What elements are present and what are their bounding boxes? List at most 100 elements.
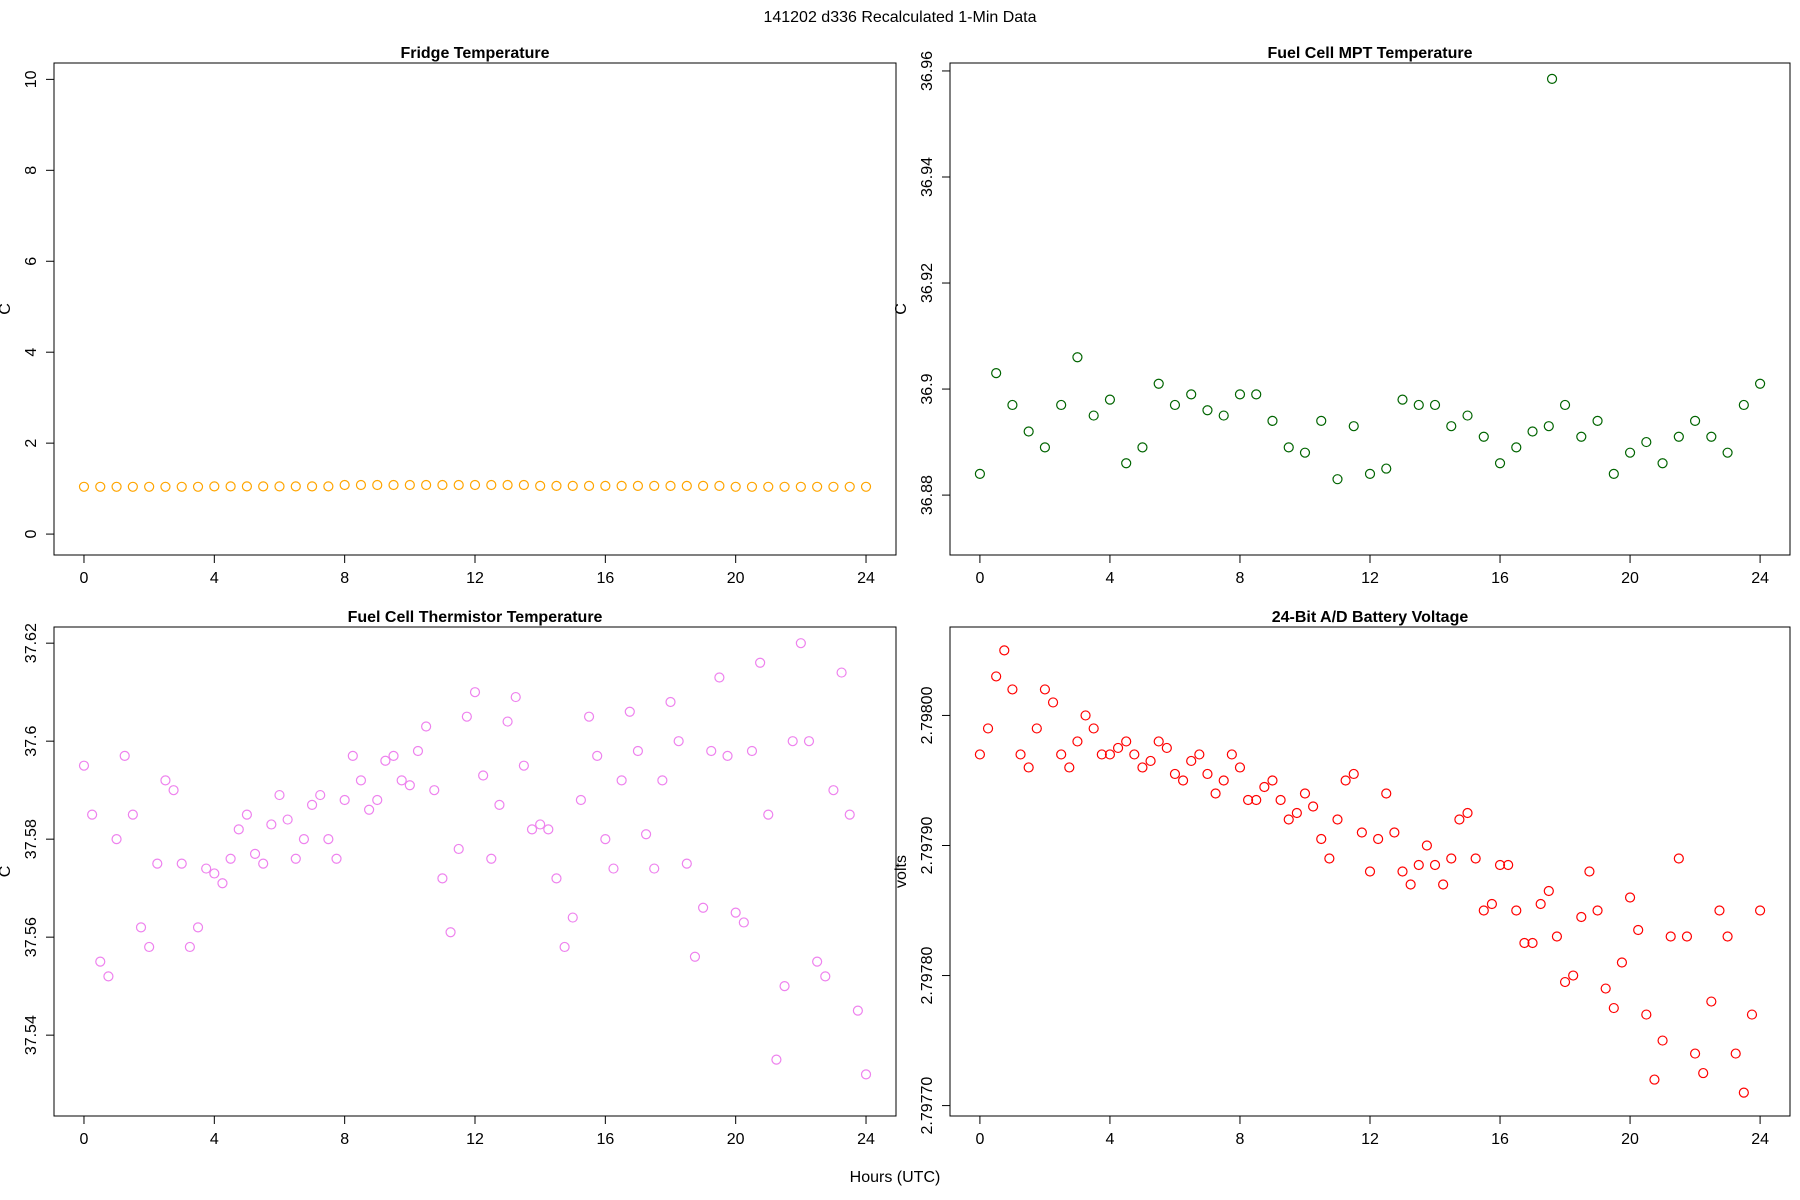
point: [1657, 1035, 1668, 1046]
y-tick-label: 2.79800: [919, 686, 936, 744]
point: [453, 479, 464, 491]
point: [1429, 399, 1441, 411]
point: [649, 480, 660, 491]
point: [1413, 399, 1424, 411]
point: [583, 711, 595, 722]
point: [551, 873, 562, 884]
point: [469, 479, 481, 491]
point: [1210, 788, 1221, 799]
point: [1665, 931, 1676, 942]
point: [388, 750, 399, 761]
y-tick-label: 36.94: [919, 157, 936, 197]
point: [1405, 879, 1416, 890]
y-tick-label: 36.9: [919, 373, 936, 404]
point: [1641, 436, 1652, 448]
point: [779, 981, 790, 992]
point: [478, 770, 489, 781]
point: [1364, 468, 1376, 479]
point: [632, 480, 644, 491]
point: [608, 863, 619, 874]
point: [697, 480, 709, 491]
point: [575, 794, 587, 806]
point: [233, 824, 244, 835]
point: [1592, 905, 1603, 916]
point: [1511, 442, 1522, 453]
point: [103, 971, 114, 982]
point: [95, 481, 106, 492]
point: [176, 858, 187, 869]
point: [526, 824, 538, 835]
point: [1186, 389, 1197, 400]
point: [559, 941, 570, 953]
x-tick-label: 16: [596, 1131, 614, 1148]
point: [339, 794, 350, 806]
point: [1088, 723, 1099, 734]
point: [600, 480, 611, 491]
point: [543, 824, 554, 835]
point: [1438, 879, 1449, 890]
point: [1584, 866, 1595, 877]
y-tick-label: 37.6: [23, 725, 40, 756]
point: [412, 745, 424, 757]
x-tick-label: 12: [1361, 1131, 1379, 1148]
y-tick-label: 37.58: [23, 819, 40, 859]
point: [1689, 415, 1701, 426]
point: [127, 481, 138, 492]
point: [1283, 814, 1294, 825]
point: [282, 814, 293, 825]
point: [1056, 749, 1067, 760]
point: [1746, 1009, 1758, 1020]
x-axis-label: Hours (UTC): [850, 1169, 941, 1186]
point: [323, 481, 334, 492]
x-tick-label: 12: [466, 1131, 484, 1148]
x-tick-label: 0: [975, 1131, 984, 1148]
point: [168, 785, 179, 796]
point: [730, 481, 741, 492]
point: [1754, 378, 1766, 389]
point: [1546, 73, 1558, 85]
point: [1478, 431, 1489, 442]
point: [421, 721, 432, 732]
point: [1503, 859, 1514, 871]
point: [404, 479, 415, 491]
point: [746, 481, 758, 492]
point: [315, 789, 326, 801]
point: [1381, 788, 1392, 799]
figure-title: 141202 d336 Recalculated 1-Min Data: [763, 9, 1036, 26]
point: [160, 481, 171, 492]
point: [1031, 723, 1042, 734]
point: [665, 696, 676, 708]
point: [298, 834, 310, 845]
point: [1039, 442, 1051, 453]
x-tick-label: 12: [1361, 570, 1379, 587]
point: [1169, 768, 1181, 780]
x-tick-label: 24: [1751, 1131, 1769, 1148]
point: [1657, 458, 1668, 469]
point: [1308, 801, 1319, 812]
point: [1129, 749, 1140, 760]
point: [844, 481, 855, 492]
point: [1381, 463, 1392, 474]
point: [803, 736, 815, 747]
point: [1291, 807, 1302, 819]
point: [111, 481, 122, 492]
point: [632, 745, 644, 757]
point: [795, 638, 806, 649]
point: [1104, 749, 1116, 760]
point: [1007, 684, 1018, 695]
point: [421, 479, 432, 491]
point: [1551, 931, 1563, 942]
point: [738, 917, 749, 928]
point: [355, 775, 367, 786]
point: [583, 480, 595, 491]
point: [1332, 474, 1343, 485]
point: [290, 481, 301, 492]
point: [1722, 447, 1733, 458]
point: [225, 853, 236, 864]
point: [1218, 775, 1229, 786]
point: [1234, 762, 1246, 773]
y-tick-label: 10: [23, 70, 40, 88]
point: [763, 481, 774, 492]
point: [290, 853, 301, 864]
point: [1080, 710, 1091, 721]
